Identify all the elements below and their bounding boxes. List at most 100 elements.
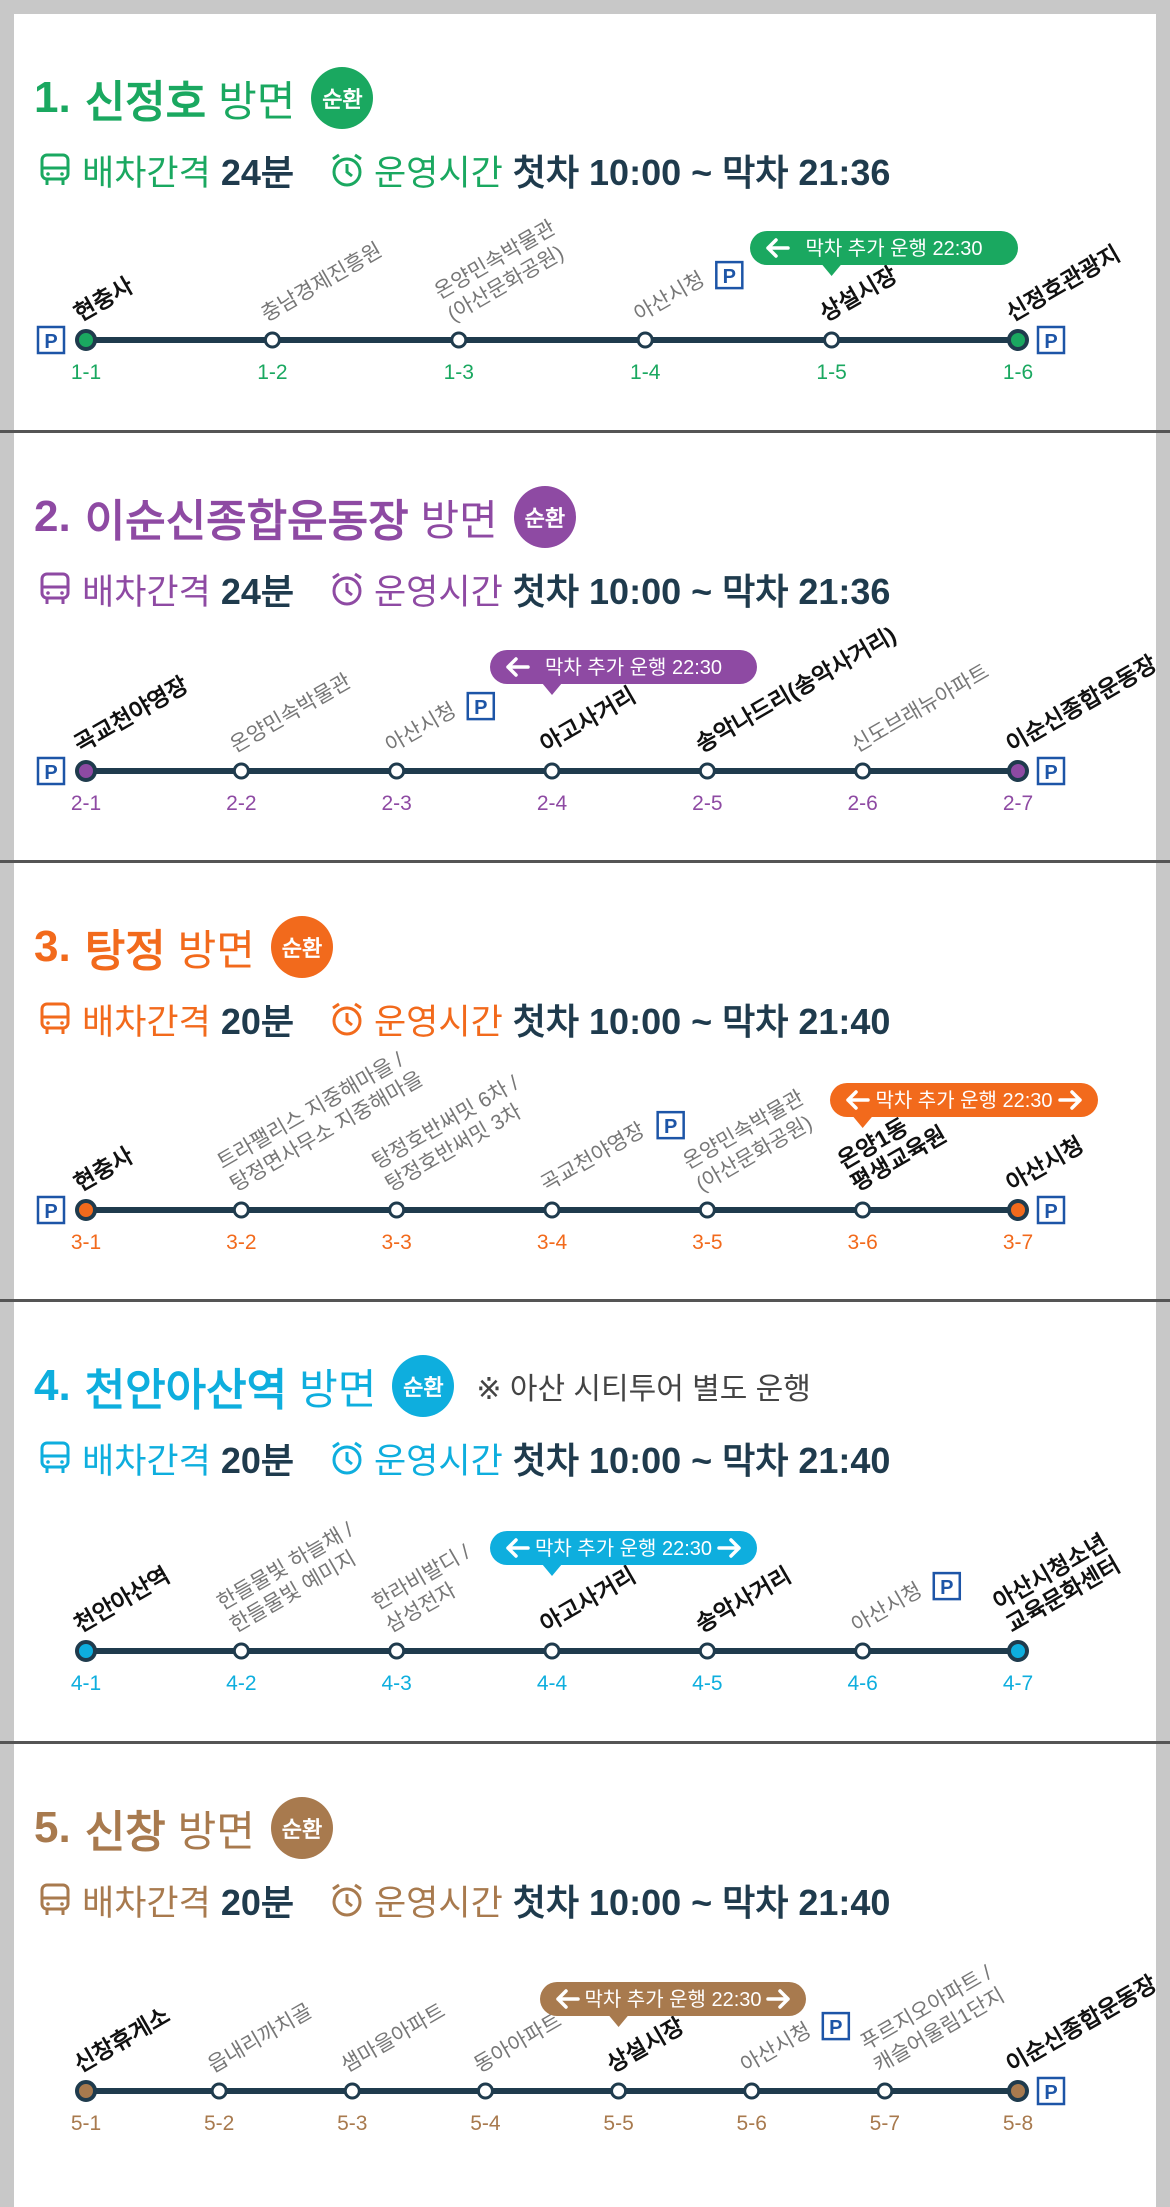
svg-text:P: P: [474, 697, 487, 719]
stop-code: 5-1: [71, 2112, 101, 2135]
stop-marker: [543, 1201, 561, 1219]
stop-marker: [232, 1201, 250, 1219]
stop-code: 1-5: [816, 361, 846, 384]
alarm-clock-icon: [328, 1000, 366, 1038]
parking-icon: P: [1036, 1195, 1066, 1225]
route-card: 5. 신창 방면 순환 배차간격 20분 운영시간 첫차 10:00 ~ 막차 21:40: [14, 1744, 1156, 2207]
section-divider: [0, 860, 1170, 863]
route-name: 탕정: [84, 927, 166, 976]
circular-badge: 순환: [270, 1797, 333, 1859]
stop-code: 5-6: [737, 2112, 767, 2135]
bus-icon: [36, 1439, 74, 1477]
stop-marker: [232, 1642, 250, 1660]
terminal-marker: [1007, 2080, 1029, 2102]
stop-name: 동아아파트: [470, 2009, 565, 2077]
route-title: 2. 이순신종합운동장 방면 순환: [34, 485, 576, 549]
parking-icon: P: [656, 1110, 685, 1140]
stop[interactable]: 5-2 읍내리까치골: [204, 1999, 316, 2135]
stop-marker: [388, 1642, 406, 1660]
stop-code: 5-5: [603, 2112, 633, 2135]
operating-hours: 첫차 10:00 ~ 막차 21:40: [512, 1001, 891, 1042]
interval-label: 배차간격: [82, 1441, 211, 1481]
arrow-left-icon: [766, 238, 790, 258]
bus-icon: [36, 151, 74, 189]
stop[interactable]: 5-1 신창휴게소: [70, 2002, 175, 2135]
svg-text:P: P: [1044, 1201, 1057, 1223]
parking-icon: P: [932, 1571, 962, 1601]
route-direction: 방면: [420, 496, 498, 544]
parking-icon: P: [36, 325, 66, 355]
stop-code: 2-6: [847, 792, 877, 815]
operating-hours: 첫차 10:00 ~ 막차 21:36: [512, 152, 891, 193]
section-divider: [0, 1299, 1170, 1302]
stop-code: 4-7: [1003, 1672, 1033, 1695]
parking-icon: P: [466, 691, 496, 721]
stop-code: 2-2: [226, 792, 256, 815]
interval-value: 24분: [220, 571, 294, 612]
bus-icon: [36, 1881, 74, 1919]
route-name: 신창: [84, 1808, 166, 1857]
stop-code: 4-5: [692, 1672, 722, 1695]
stop-name: 신창휴게소: [70, 2002, 175, 2077]
stop-code: 4-4: [537, 1672, 568, 1695]
route-name: 이순신종합운동장: [84, 497, 409, 546]
stop-code: 3-6: [847, 1231, 877, 1254]
stop-code: 5-7: [870, 2112, 900, 2135]
interval-label: 배차간격: [82, 1002, 211, 1042]
operating-label: 운영시간: [373, 1883, 503, 1923]
stop[interactable]: 5-7 푸르지오아파트 /캐슬어울림1단지: [857, 1961, 1009, 2135]
terminal-marker: [75, 2080, 97, 2102]
svg-text:P: P: [940, 1577, 953, 1599]
bus-icon: [36, 570, 74, 608]
stop-marker: [854, 1642, 872, 1660]
stop[interactable]: 5-8 이순신종합운동장: [1002, 1970, 1162, 2135]
stop-code: 3-5: [692, 1231, 722, 1254]
stop-marker: [698, 1201, 716, 1219]
stop-marker: [388, 1201, 406, 1219]
late-run-notice: 막차 추가 운행 22:30: [540, 1982, 806, 2027]
route-number: 1.: [34, 73, 71, 122]
route-info: 배차간격 24분 운영시간 첫차 10:00 ~ 막차 21:36: [36, 144, 890, 196]
svg-text:P: P: [829, 2017, 842, 2039]
stop-code: 3-2: [226, 1231, 256, 1254]
stop-name-line: 신창휴게소: [70, 2002, 175, 2077]
stop-code: 2-7: [1003, 792, 1033, 815]
stop[interactable]: 5-6 아산시청: [737, 2019, 816, 2135]
stop-code: 1-2: [257, 361, 287, 384]
arrow-left-icon: [846, 1090, 870, 1110]
stop-name-line: 이순신종합운동장: [1002, 1970, 1162, 2077]
route-card: 3. 탕정 방면 순환 배차간격 20분 운영시간 첫차 10:00 ~ 막차 21:40: [14, 863, 1156, 1299]
circular-badge: 순환: [311, 67, 374, 129]
route-direction: 방면: [177, 926, 255, 974]
route-number: 3.: [34, 922, 71, 971]
section-divider: [0, 1741, 1170, 1744]
stop-code: 1-6: [1003, 361, 1033, 384]
terminal-marker: [1007, 760, 1029, 782]
route-note: ※ 아산 시티투어 별도 운행: [476, 1373, 811, 1406]
stop-code: 3-1: [71, 1231, 101, 1254]
route-card: 4. 천안아산역 방면 순환 ※ 아산 시티투어 별도 운행 배차간격 20분 운영시간 첫차 …: [14, 1302, 1156, 1741]
stop-code: 5-4: [470, 2112, 501, 2135]
route-direction: 방면: [299, 1365, 377, 1413]
stop-name-line: 동아아파트: [470, 2009, 565, 2077]
route-number: 5.: [34, 1803, 71, 1852]
stop[interactable]: 5-4 동아아파트: [470, 2009, 565, 2135]
stop-marker: [543, 1642, 561, 1660]
interval-value: 24분: [220, 152, 294, 193]
stop-code: 5-3: [337, 2112, 367, 2135]
arrow-left-icon: [506, 657, 530, 677]
operating-label: 운영시간: [373, 572, 503, 612]
stop[interactable]: 5-3 샘마을아파트: [337, 1999, 449, 2135]
stop-code: 2-1: [71, 792, 101, 815]
arrow-right-icon: [766, 1989, 790, 2009]
interval-value: 20분: [220, 1001, 294, 1042]
bus-icon: [36, 1000, 74, 1038]
route-number: 4.: [34, 1361, 71, 1410]
alarm-clock-icon: [328, 570, 366, 608]
route-direction: 방면: [218, 77, 296, 125]
operating-label: 운영시간: [373, 1441, 503, 1481]
stop-marker: [388, 762, 406, 780]
